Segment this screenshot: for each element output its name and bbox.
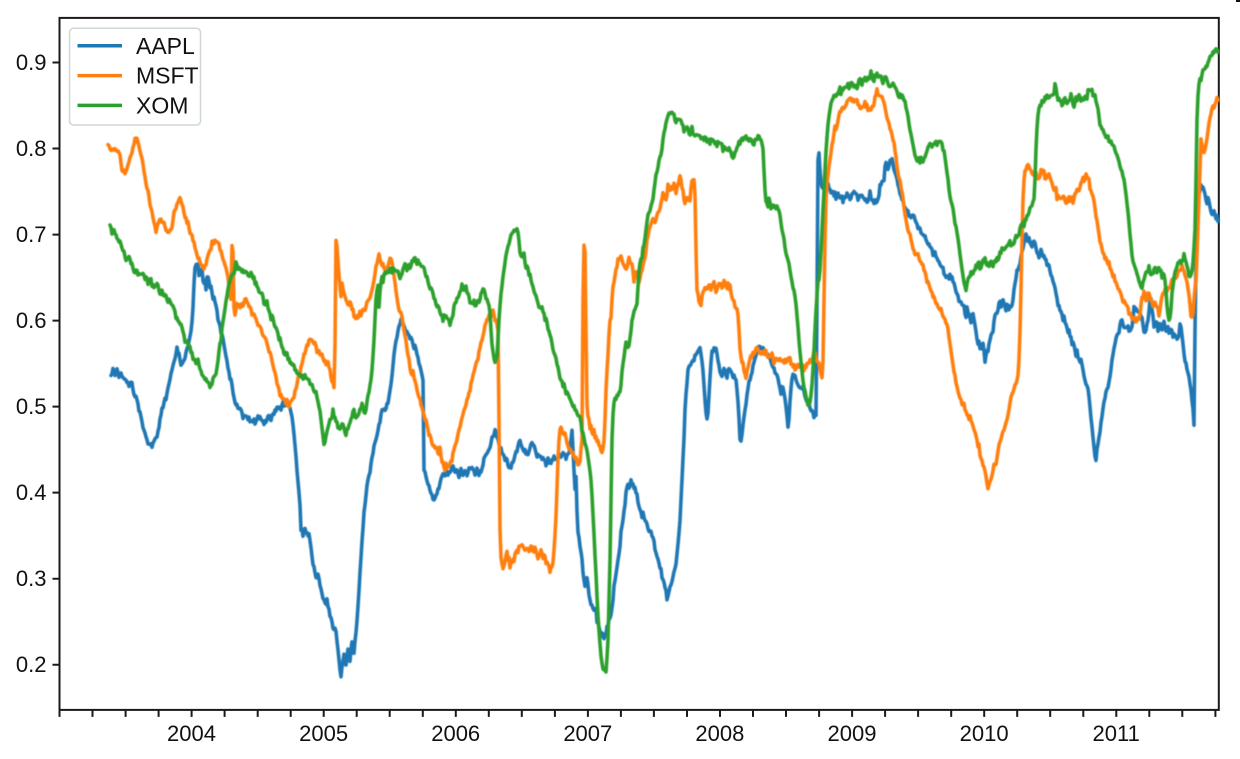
svg-text:0.4: 0.4 xyxy=(16,480,47,505)
svg-text:0.2: 0.2 xyxy=(16,652,47,677)
svg-text:0.6: 0.6 xyxy=(16,308,47,333)
svg-text:0.3: 0.3 xyxy=(16,566,47,591)
svg-text:MSFT: MSFT xyxy=(136,63,199,89)
svg-text:2007: 2007 xyxy=(563,721,612,746)
svg-text:2009: 2009 xyxy=(828,721,877,746)
svg-text:0.7: 0.7 xyxy=(16,222,47,247)
svg-text:2010: 2010 xyxy=(960,721,1009,746)
svg-text:0.5: 0.5 xyxy=(16,394,47,419)
svg-text:0.8: 0.8 xyxy=(16,136,47,161)
svg-text:XOM: XOM xyxy=(136,92,188,118)
svg-text:0.9: 0.9 xyxy=(16,50,47,75)
svg-text:2008: 2008 xyxy=(695,721,744,746)
svg-text:2005: 2005 xyxy=(299,721,348,746)
svg-text:2006: 2006 xyxy=(431,721,480,746)
svg-text:AAPL: AAPL xyxy=(136,33,195,59)
svg-text:2011: 2011 xyxy=(1093,721,1140,746)
svg-text:2004: 2004 xyxy=(167,721,216,746)
